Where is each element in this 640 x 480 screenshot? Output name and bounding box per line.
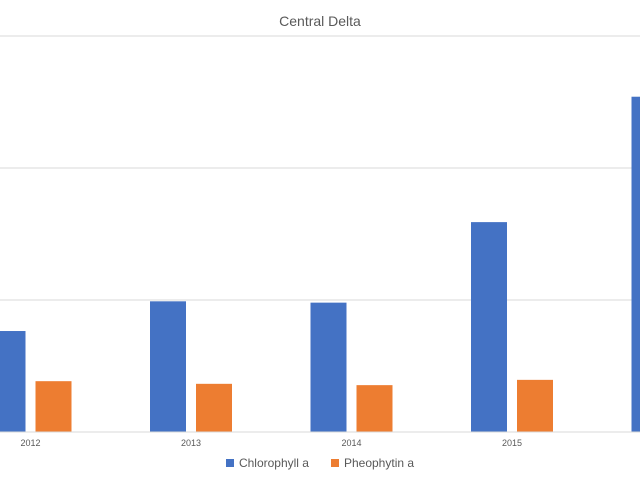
bar-pheophytin-2013: [196, 383, 232, 432]
bar-pheophytin-2014: [356, 385, 393, 432]
bar-chlorophyll-2014: [310, 302, 347, 432]
legend-label-chlorophyll: Chlorophyll a: [238, 456, 309, 470]
plot-area: 20122013201420152016: [0, 35, 640, 448]
legend-item-pheophytin: Pheophytin a: [330, 456, 415, 470]
x-tick-label: 2013: [181, 438, 201, 448]
x-tick-label: 2014: [341, 438, 361, 448]
bar-pheophytin-2012: [35, 381, 72, 432]
bar-chlorophyll-2015: [471, 222, 507, 432]
legend: Chlorophyll a Pheophytin a: [0, 456, 640, 470]
bar-chlorophyll-2013: [150, 301, 186, 432]
x-tick-label: 2015: [502, 438, 522, 448]
bar-chlorophyll-2012: [0, 331, 26, 432]
chart-title: Central Delta: [279, 13, 361, 29]
legend-label-pheophytin: Pheophytin a: [343, 456, 415, 470]
x-tick-label: 2012: [20, 438, 40, 448]
bar-chlorophyll-2016: [631, 96, 640, 432]
legend-swatch-chlorophyll: [225, 459, 234, 467]
legend-item-chlorophyll: Chlorophyll a: [225, 456, 309, 470]
bar-pheophytin-2015: [517, 379, 553, 432]
legend-swatch-pheophytin: [330, 459, 339, 467]
